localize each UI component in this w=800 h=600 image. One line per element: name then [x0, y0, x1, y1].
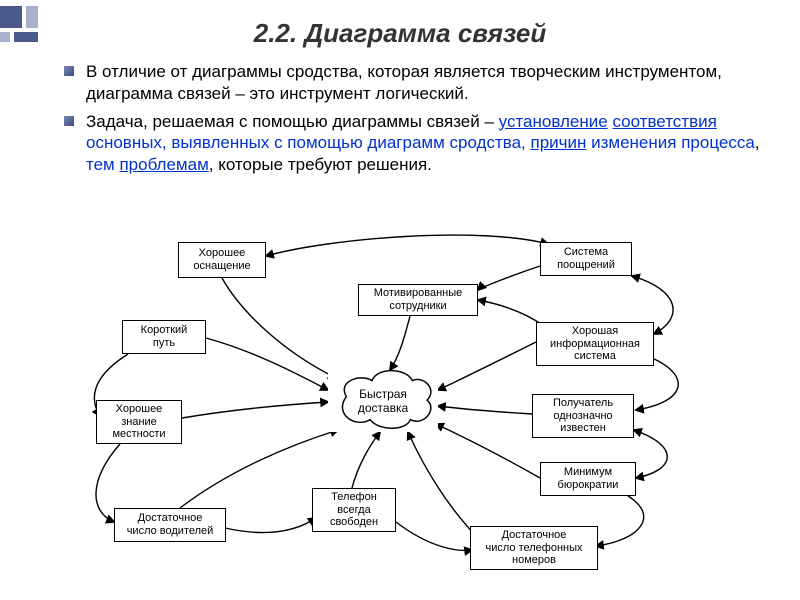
bullet-item: В отличие от диаграммы сродства, которая…: [64, 61, 760, 105]
diagram-node: Получатель однозначно известен: [532, 394, 634, 438]
bullet-text: В отличие от диаграммы сродства, которая…: [86, 61, 760, 105]
diagram-node: Короткий путь: [122, 320, 206, 354]
decor-bar: [14, 32, 38, 42]
bullet-icon: [64, 66, 74, 76]
diagram-node: Телефон всегда свободен: [312, 488, 396, 532]
diagram-node: Мотивированные сотрудники: [358, 284, 478, 316]
diagram-node: Хорошая информационная система: [536, 322, 654, 366]
diagram-node: Хорошее оснащение: [178, 242, 266, 278]
bullet-icon: [64, 116, 74, 126]
diagram-node: Хорошее знание местности: [96, 400, 182, 444]
diagram-node: Минимум бюрократии: [540, 462, 636, 496]
bullet-list: В отличие от диаграммы сродства, которая…: [0, 49, 800, 176]
diagram-node: Достаточное число телефонных номеров: [470, 526, 598, 570]
page-title: 2.2. Диаграмма связей: [0, 0, 800, 49]
decor-bar: [26, 6, 38, 28]
bullet-text: Задача, решаемая с помощью диаграммы свя…: [86, 111, 760, 176]
bullet-item: Задача, решаемая с помощью диаграммы свя…: [64, 111, 760, 176]
relations-diagram: Быстрая доставка Хорошее оснащение Коротки…: [80, 230, 720, 590]
node-label: Быстрая доставка: [358, 387, 408, 415]
decor-bar: [0, 32, 10, 42]
diagram-node: Достаточное число водителей: [114, 508, 226, 542]
decor-bar: [0, 6, 22, 28]
diagram-node: Система поощрений: [540, 242, 632, 276]
diagram-central-node: Быстрая доставка: [328, 370, 438, 432]
